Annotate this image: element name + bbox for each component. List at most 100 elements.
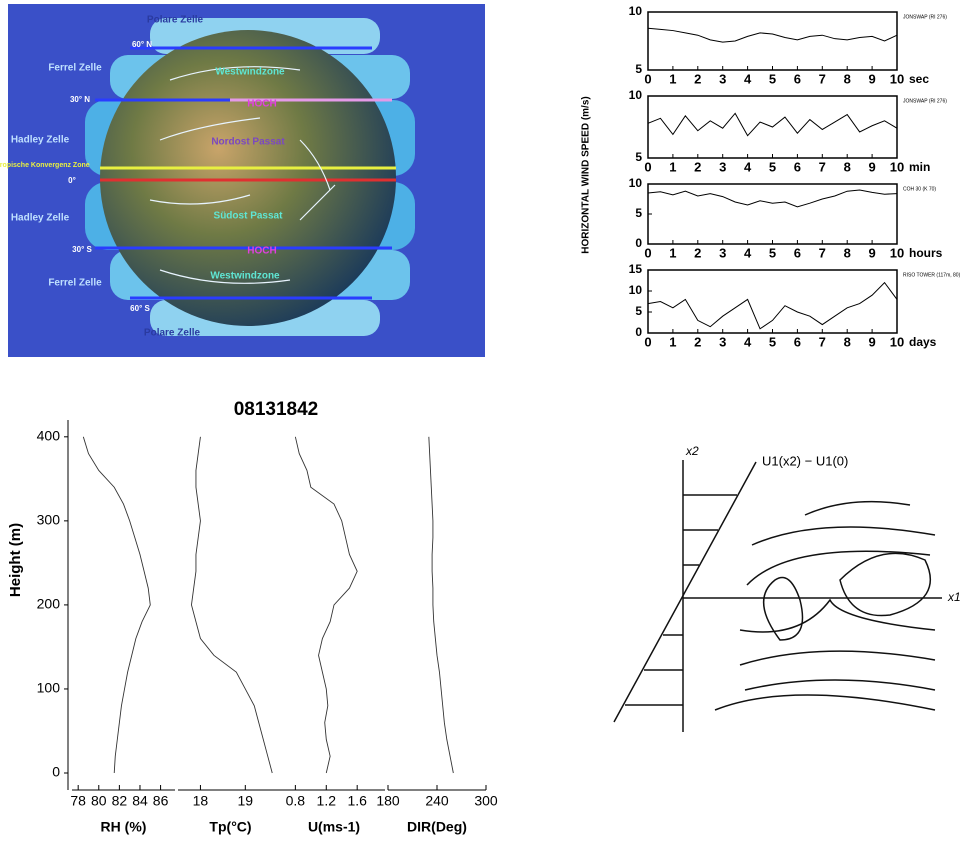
globe-label: Nordost Passat	[211, 137, 285, 148]
y-tick-label: 100	[37, 680, 61, 696]
x-tick-label: 0	[644, 334, 651, 349]
x-axis-label: U(ms-1)	[308, 819, 360, 835]
x-tick-label: 1	[669, 334, 676, 349]
y-tick-label: 10	[629, 4, 643, 18]
x-tick-label: 4	[744, 71, 752, 86]
profile-line	[191, 436, 273, 774]
profile-label: U1(x2) − U1(0)	[762, 453, 848, 468]
globe-label: Hadley Zelle	[11, 213, 70, 224]
y-tick-label: 5	[635, 304, 642, 318]
x-tick-label: 7	[819, 245, 826, 260]
x-tick-label: 7	[819, 159, 826, 174]
chart-title: 08131842	[234, 399, 319, 420]
x-tick-label: 300	[474, 793, 498, 809]
x-tick-label: 1	[669, 245, 676, 260]
x-tick-label: 10	[890, 245, 904, 260]
x-tick-label: 9	[868, 245, 875, 260]
vortex	[762, 576, 804, 641]
x-unit: days	[909, 335, 937, 349]
x-tick-label: 4	[744, 334, 752, 349]
y-tick-label: 200	[37, 596, 61, 612]
x-tick-label: 2	[694, 334, 701, 349]
arrow	[299, 139, 331, 191]
globe-label: Innertropische Konvergenz Zone	[0, 162, 90, 169]
y-tick-label: 0	[52, 764, 60, 780]
y-axis-label: Height (m)	[7, 523, 24, 597]
x-tick-label: 3	[719, 71, 726, 86]
globe-label: Südost Passat	[214, 211, 284, 222]
x-tick-label: 5	[769, 334, 776, 349]
x-tick-label: 7	[819, 71, 826, 86]
plot-frame	[647, 269, 898, 334]
shear-diagram	[613, 460, 942, 732]
streamline	[751, 526, 936, 546]
axis-label: x2	[685, 444, 699, 458]
streamline	[739, 598, 936, 633]
streamline	[744, 679, 936, 691]
x-tick-label: 0	[644, 71, 651, 86]
x-tick-label: 18	[193, 793, 209, 809]
x-tick-label: 3	[719, 159, 726, 174]
profile-line	[294, 436, 358, 774]
globe-label: Ferrel Zelle	[48, 278, 102, 289]
globe-label: 60° N	[132, 40, 152, 49]
x-tick-label: 180	[376, 793, 400, 809]
x-tick-label: 84	[132, 793, 148, 809]
series-note: RISO TOWER (117m, 80)	[903, 272, 961, 278]
velocity-profile	[613, 461, 757, 723]
globe-panel	[8, 4, 485, 357]
y-tick-label: 5	[635, 206, 642, 220]
x-tick-label: 9	[868, 159, 875, 174]
series-line	[647, 112, 898, 137]
x-tick-label: 5	[769, 245, 776, 260]
streamline	[739, 650, 936, 666]
streamline	[714, 694, 936, 711]
x-unit: sec	[909, 72, 929, 86]
plot-frame	[647, 11, 898, 71]
x-tick-label: 3	[719, 334, 726, 349]
x-tick-label: 4	[744, 245, 752, 260]
x-tick-label: 0.8	[286, 793, 306, 809]
x-tick-label: 8	[844, 334, 851, 349]
x-tick-label: 10	[890, 334, 904, 349]
y-tick-label: 400	[37, 428, 61, 444]
x-tick-label: 6	[794, 159, 801, 174]
x-tick-label: 9	[868, 71, 875, 86]
x-axis-label: RH (%)	[101, 819, 147, 835]
x-tick-label: 6	[794, 245, 801, 260]
arrow	[299, 184, 336, 221]
series-note: JONSWAP (RI 276)	[903, 14, 947, 20]
x-tick-label: 5	[769, 159, 776, 174]
series-note: COH 30 (K 70)	[903, 186, 936, 192]
arrow	[159, 269, 291, 284]
globe-label: Ferrel Zelle	[48, 63, 102, 74]
x-tick-label: 8	[844, 71, 851, 86]
vortex	[839, 552, 931, 617]
arrow	[149, 194, 251, 205]
globe-label: 60° S	[130, 304, 150, 313]
x-tick-label: 8	[844, 245, 851, 260]
globe-label: Westwindzone	[215, 67, 285, 78]
globe-label: Westwindzone	[210, 271, 280, 282]
x-axis-label: DIR(Deg)	[407, 819, 467, 835]
x-tick-label: 82	[112, 793, 128, 809]
y-axis-label: HORIZONTAL WIND SPEED (m/s)	[581, 96, 592, 253]
y-tick-label: 10	[629, 283, 643, 297]
y-tick-label: 15	[629, 262, 643, 276]
wind-arrows	[149, 66, 336, 284]
x-tick-label: 2	[694, 71, 701, 86]
globe-label: HOCH	[247, 246, 276, 257]
y-tick-label: 10	[629, 176, 643, 190]
y-tick-label: 5	[635, 62, 642, 76]
arrow	[169, 66, 301, 81]
y-tick-label: 0	[635, 325, 642, 339]
y-tick-label: 10	[629, 88, 643, 102]
x-tick-label: 6	[794, 334, 801, 349]
globe-label: Polare Zelle	[144, 328, 201, 339]
x-tick-label: 2	[694, 245, 701, 260]
x-tick-label: 4	[744, 159, 752, 174]
x-axis-label: Tp(°C)	[209, 819, 251, 835]
series-note: JONSWAP (RI 276)	[903, 98, 947, 104]
x-tick-label: 6	[794, 71, 801, 86]
